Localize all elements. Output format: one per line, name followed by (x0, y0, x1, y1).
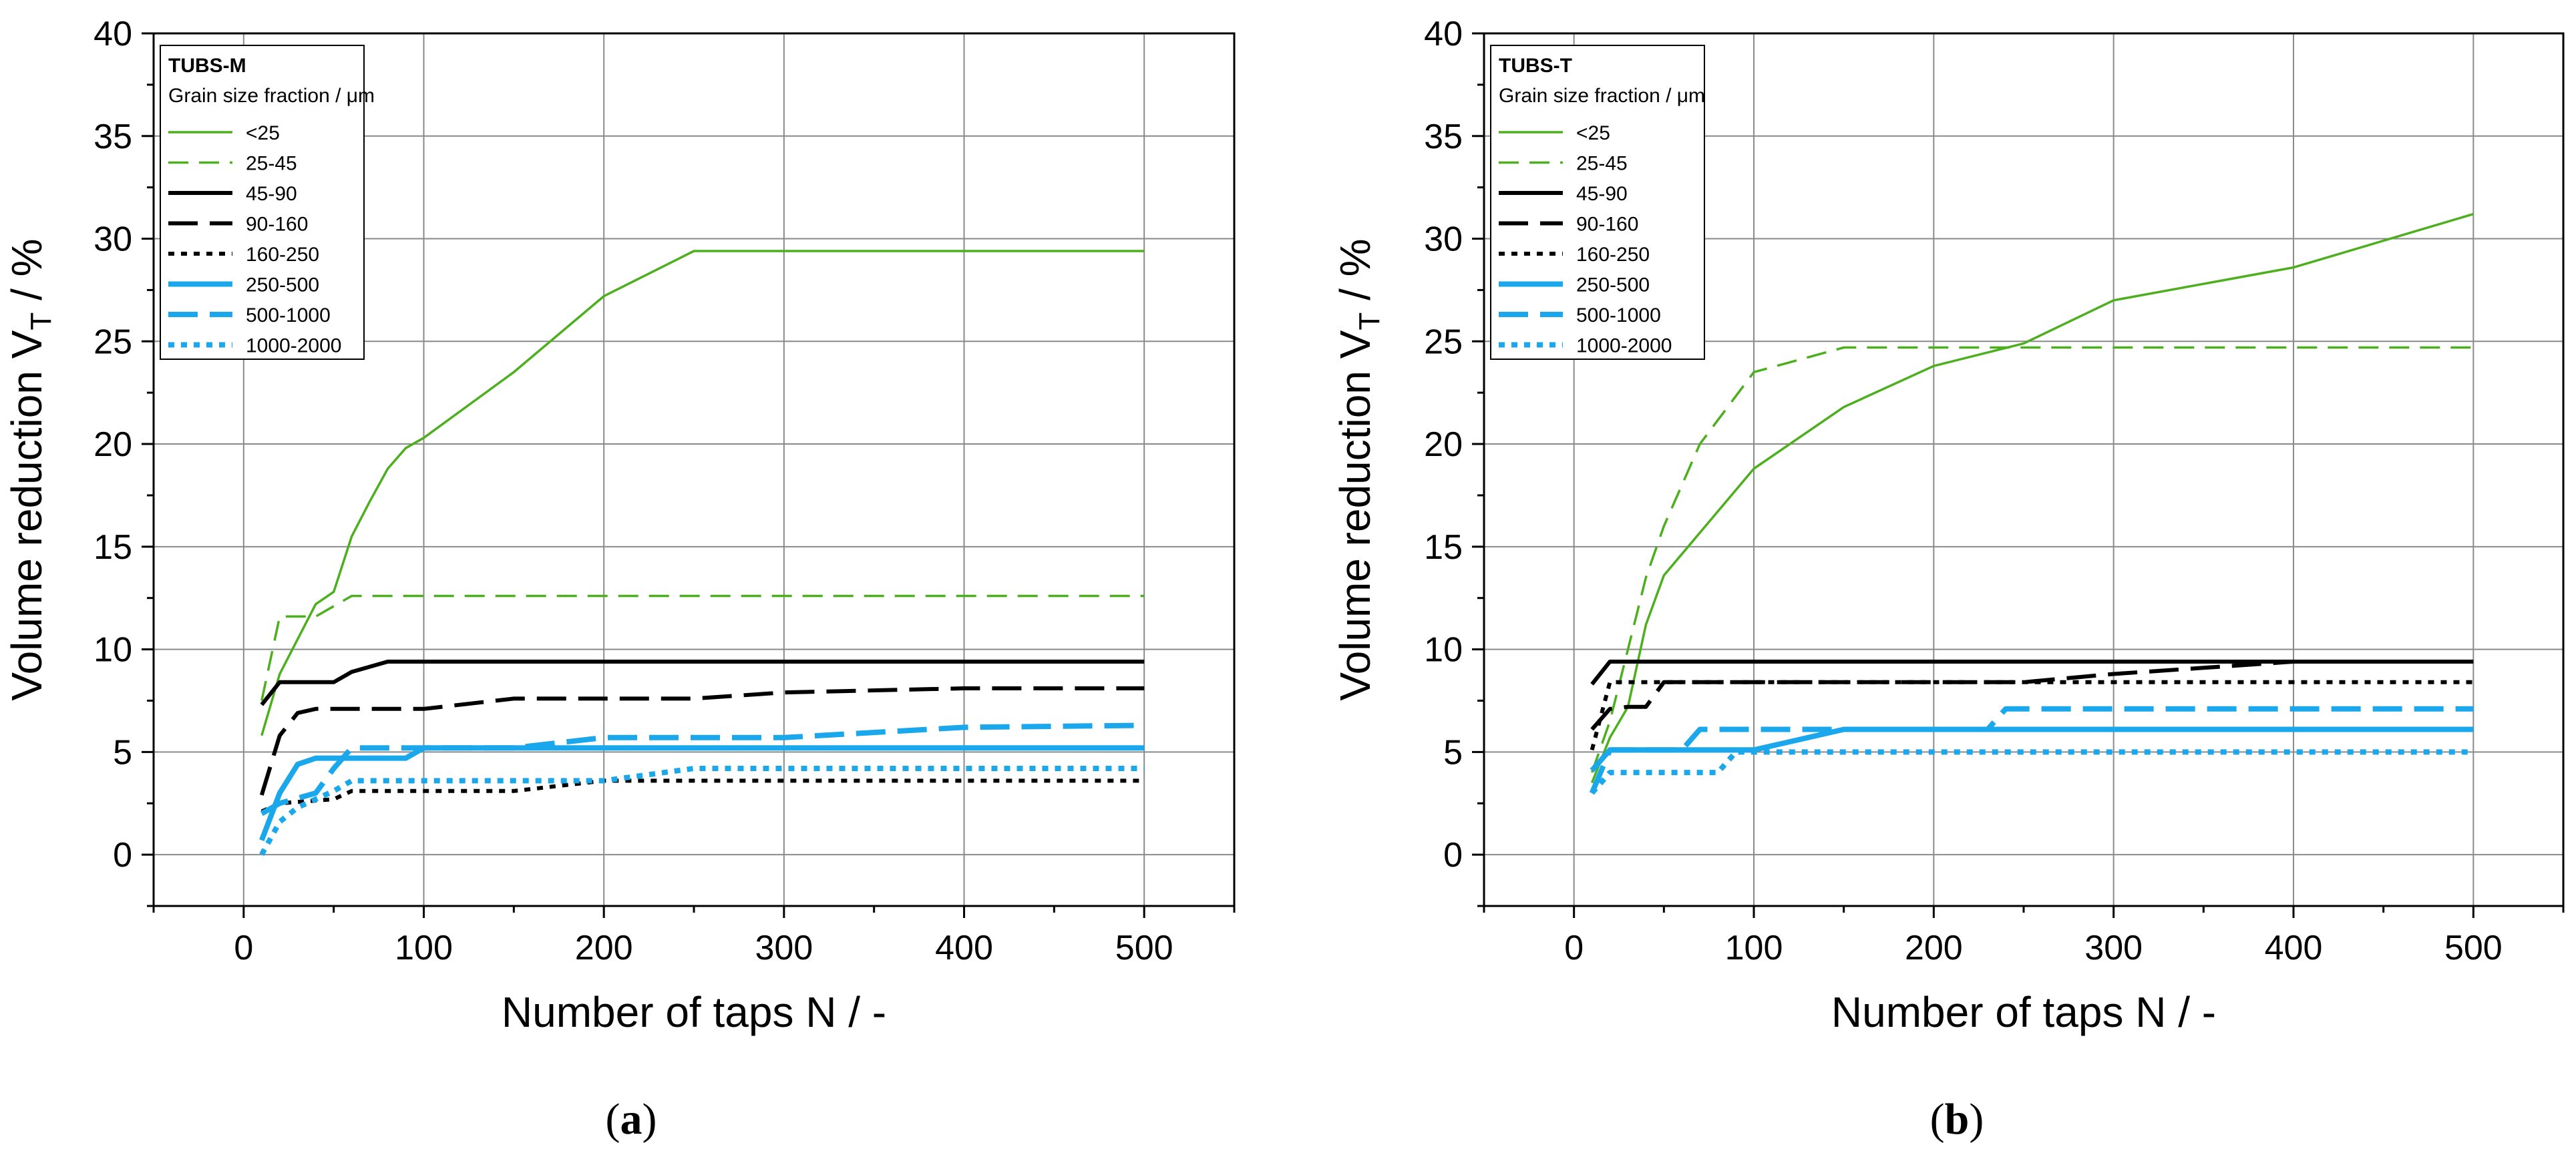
legend-label: 160-250 (246, 244, 319, 266)
panel-caption-close: ) (642, 1095, 657, 1144)
series-group (1589, 212, 2474, 795)
y-tick-label: 15 (94, 528, 132, 567)
legend-label: <25 (246, 122, 280, 144)
x-tick-label: 500 (2444, 929, 2503, 967)
legend: TUBS-M Grain size fraction / μm <25 25-45 45… (160, 45, 375, 360)
panel-caption-open: ( (1930, 1095, 1945, 1144)
series-line--25 (260, 250, 1145, 736)
legend-label: 90-160 (1576, 214, 1638, 236)
x-tick-label: 500 (1115, 929, 1173, 967)
y-tick-label: 0 (1443, 836, 1463, 875)
legend-label: 160-250 (1576, 244, 1650, 266)
panel-caption-letter: b (1945, 1095, 1970, 1144)
series-line-500-1000 (260, 722, 1145, 817)
series-line-25-45 (260, 594, 1145, 701)
series-line-90-160 (1590, 660, 2474, 731)
legend-label: 250-500 (246, 274, 319, 296)
x-axis-title: Number of taps N / - (1831, 988, 2216, 1036)
series-line-500-1000 (1589, 706, 2474, 794)
y-tick-label: 25 (1424, 322, 1463, 361)
legend-label: 1000-2000 (1576, 335, 1672, 357)
legend-label: 250-500 (1576, 274, 1650, 296)
legend-label: 25-45 (1576, 153, 1628, 175)
x-axis-title: Number of taps N / - (502, 988, 886, 1036)
series-line-1000-2000 (1590, 749, 2474, 795)
x-tick-label: 300 (2084, 929, 2143, 967)
x-tick-label: 400 (2265, 929, 2323, 967)
y-axis-title-tail: / % (3, 238, 51, 312)
legend-label: 90-160 (246, 214, 308, 236)
y-tick-label: 10 (94, 631, 132, 670)
x-tick-label: 400 (935, 929, 993, 967)
y-tick-label: 25 (94, 322, 132, 361)
legend-label: 45-90 (1576, 183, 1628, 205)
x-tick-label: 100 (1725, 929, 1783, 967)
y-tick-label: 35 (94, 118, 132, 156)
legend-subtitle: Grain size fraction / μm (1499, 85, 1705, 107)
y-tick-label: 20 (94, 425, 132, 464)
panel-caption: (b) (1930, 1095, 1984, 1144)
legend-label: <25 (1576, 122, 1610, 144)
legend-label: 45-90 (246, 183, 297, 205)
legend-label: 25-45 (246, 153, 297, 175)
legend-box (160, 45, 365, 360)
series-group (259, 250, 1145, 857)
y-tick-label: 30 (94, 220, 132, 259)
series-line-45-90 (260, 660, 1145, 706)
legend: TUBS-T Grain size fraction / μm <25 25-45 45… (1490, 45, 1705, 360)
x-tick-label: 300 (755, 929, 813, 967)
x-tick-label: 0 (234, 929, 253, 967)
y-axis-title-main: Volume reduction V (1331, 330, 1379, 700)
y-axis-title-subscript: T (1353, 312, 1386, 330)
legend-title: TUBS-M (168, 55, 246, 77)
legend-label: 1000-2000 (246, 335, 341, 357)
legend-title: TUBS-T (1499, 55, 1572, 77)
series-line-250-500 (259, 745, 1145, 842)
legend-label: 500-1000 (1576, 304, 1661, 326)
panel-caption-close: ) (1969, 1095, 1984, 1144)
legend-label: 500-1000 (246, 304, 331, 326)
panel-caption-letter: a (620, 1095, 642, 1144)
y-tick-label: 30 (1424, 220, 1463, 259)
series-line-90-160 (259, 686, 1145, 796)
y-tick-label: 40 (94, 15, 132, 53)
panel-caption-open: ( (606, 1095, 620, 1144)
panel-caption: (a) (606, 1095, 657, 1144)
y-tick-label: 5 (1443, 733, 1463, 772)
series-line--25 (1590, 212, 2474, 784)
y-tick-label: 0 (113, 836, 132, 875)
series-line-25-45 (1590, 346, 2474, 773)
y-axis-title-subscript: T (25, 312, 57, 330)
y-tick-label: 20 (1424, 425, 1463, 464)
y-tick-label: 10 (1424, 631, 1463, 670)
y-axis-title: Volume reduction VT / % (1331, 238, 1386, 700)
y-axis-title: Volume reduction VT / % (3, 238, 57, 700)
y-axis-title-tail: / % (1331, 238, 1379, 312)
y-tick-label: 5 (113, 733, 132, 772)
y-axis-title-main: Volume reduction V (3, 330, 51, 700)
legend-subtitle: Grain size fraction / μm (168, 85, 375, 107)
y-tick-label: 40 (1424, 15, 1463, 53)
y-tick-label: 35 (1424, 118, 1463, 156)
y-tick-label: 15 (1424, 528, 1463, 567)
series-line-160-250 (1590, 680, 2474, 751)
x-tick-label: 200 (575, 929, 633, 967)
legend-box (1490, 45, 1705, 360)
x-tick-label: 0 (1564, 929, 1584, 967)
series-line-1000-2000 (259, 766, 1145, 857)
x-tick-label: 200 (1905, 929, 1963, 967)
x-tick-label: 100 (395, 929, 453, 967)
